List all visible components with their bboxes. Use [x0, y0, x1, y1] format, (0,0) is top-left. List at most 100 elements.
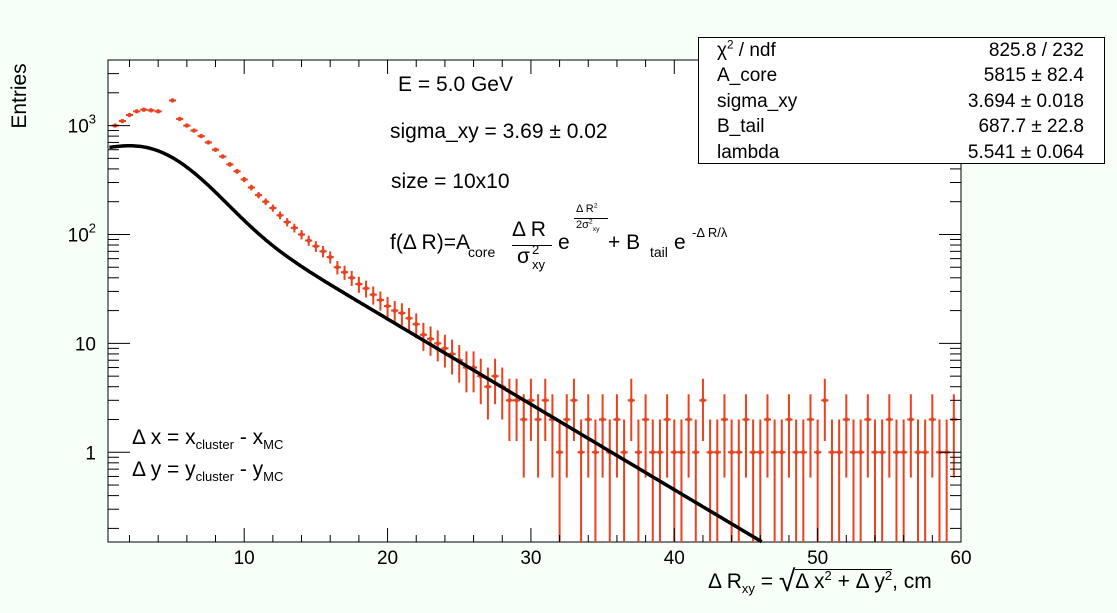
data-point — [190, 128, 198, 133]
chi-symbol: χ — [717, 40, 727, 61]
data-point — [118, 118, 126, 124]
point-marker — [227, 162, 233, 167]
point-marker — [772, 450, 777, 455]
x-tick-label: 10 — [234, 548, 255, 569]
data-point — [627, 378, 635, 442]
point-marker — [657, 450, 663, 455]
data-point — [728, 419, 736, 542]
data-point — [383, 296, 392, 318]
data-point — [391, 301, 399, 323]
point-marker — [313, 244, 319, 249]
y-tick-label: 10 — [75, 334, 96, 355]
stats-name-b-tail: B_tail — [717, 116, 765, 137]
dx-sub2: MC — [263, 437, 284, 453]
point-marker — [822, 398, 828, 403]
data-point — [771, 419, 779, 542]
data-point — [799, 419, 807, 542]
point-marker — [220, 154, 225, 159]
point-marker — [779, 450, 784, 455]
x-tick-label: 40 — [664, 548, 685, 569]
data-point — [326, 251, 334, 264]
point-marker — [285, 219, 290, 225]
data-point — [778, 419, 786, 542]
point-marker — [249, 185, 254, 190]
data-point — [634, 419, 643, 542]
fit-curve — [109, 144, 763, 544]
dx-lhs: Δ x = x — [132, 426, 196, 449]
stats-value-chi2: 825.8 / 232 — [988, 40, 1084, 61]
point-marker — [629, 398, 634, 403]
data-point — [369, 286, 377, 305]
data-point — [204, 140, 212, 145]
point-marker — [234, 169, 240, 174]
data-point — [512, 378, 521, 442]
point-marker — [586, 417, 591, 422]
data-point — [599, 394, 607, 478]
x-label-unit: , cm — [892, 570, 932, 593]
point-marker — [786, 417, 792, 422]
chi-sup: 2 — [726, 38, 734, 52]
point-marker — [686, 417, 691, 422]
stats-name-chi2: χ2 / ndf — [717, 38, 776, 62]
data-point — [756, 419, 764, 542]
point-marker — [743, 417, 749, 422]
point-marker — [815, 450, 820, 455]
data-point — [211, 147, 220, 152]
formula-e2: e — [674, 231, 686, 254]
point-marker — [543, 398, 548, 403]
point-marker — [435, 341, 440, 346]
point-marker — [535, 417, 541, 422]
data-point — [183, 123, 191, 128]
data-point — [419, 322, 427, 351]
data-point — [133, 109, 141, 114]
point-marker — [514, 398, 519, 403]
data-point — [426, 326, 435, 356]
data-point — [168, 98, 177, 103]
y-tick-label: 1 — [85, 443, 96, 464]
point-marker — [299, 232, 304, 237]
data-point — [176, 116, 184, 122]
point-marker — [908, 417, 914, 422]
point-marker — [335, 265, 340, 270]
data-point — [348, 270, 356, 286]
point-marker — [758, 450, 763, 455]
point-marker — [851, 450, 856, 455]
point-marker — [507, 398, 512, 403]
point-marker — [679, 450, 684, 455]
dx-definition: Δ x = xcluster - xMC — [132, 426, 284, 453]
point-marker — [213, 147, 218, 152]
point-marker — [256, 192, 261, 198]
point-marker — [793, 450, 799, 455]
point-marker — [672, 450, 677, 455]
data-point — [591, 419, 600, 542]
data-point — [735, 419, 743, 542]
dy-sub1: cluster — [195, 469, 234, 485]
point-marker — [385, 303, 390, 309]
data-point — [254, 192, 263, 199]
data-point — [706, 419, 714, 542]
data-point — [262, 198, 270, 206]
formula-den-sub: xy — [532, 257, 545, 272]
data-point — [663, 394, 671, 478]
data-point — [247, 184, 255, 191]
point-marker — [485, 384, 491, 389]
point-marker — [801, 450, 806, 455]
data-point — [742, 394, 750, 478]
data-point — [649, 419, 657, 542]
formula-exp-num-sup: 2 — [593, 202, 598, 210]
data-point — [312, 241, 320, 252]
stats-value-a-core: 5815 ± 82.4 — [983, 65, 1084, 86]
stats-name-a-core: A_core — [717, 65, 778, 86]
point-marker — [621, 450, 627, 455]
point-marker — [414, 321, 419, 327]
point-marker — [872, 450, 878, 455]
point-marker — [134, 109, 139, 114]
x-label-delta: Δ — [708, 570, 721, 593]
x-label-r: R — [720, 570, 742, 593]
x-label-dy: + Δ y — [831, 570, 885, 593]
point-marker — [836, 450, 842, 455]
formula-exp-line — [574, 218, 608, 219]
stats-row-sigma-xy: sigma_xy 3.694 ± 0.018 — [699, 91, 1104, 116]
point-marker — [593, 450, 598, 455]
formula-lhs: f(Δ R)=A — [390, 231, 470, 254]
